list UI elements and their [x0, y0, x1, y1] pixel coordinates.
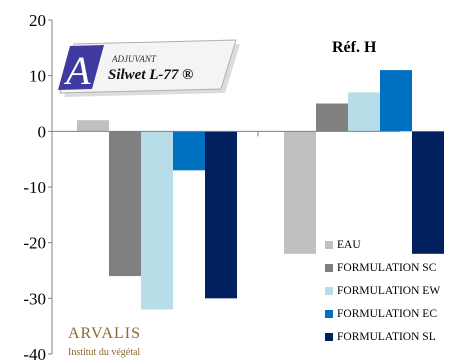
arvalis-logo: ARVALIS Institut du végétal — [68, 325, 141, 358]
legend-swatch — [325, 241, 333, 249]
legend-swatch — [325, 287, 333, 295]
bar-formulation-ec-0 — [173, 131, 205, 171]
bar-formulation-ec-1 — [380, 70, 412, 132]
bar-formulation-ew-1 — [348, 92, 380, 132]
bar-formulation-sc-1 — [316, 103, 348, 132]
bar-eau-0 — [77, 120, 109, 132]
legend-label: FORMULATION EW — [337, 285, 440, 297]
y-tick-label: 0 — [38, 122, 47, 141]
legend-swatch — [325, 310, 333, 318]
legend-swatch — [325, 264, 333, 272]
bar-formulation-sl-1 — [412, 131, 444, 254]
bar-formulation-sc-0 — [109, 131, 141, 277]
bar-formulation-ew-0 — [141, 131, 173, 310]
group-label: Réf. H — [332, 39, 377, 56]
logo-letter: A — [63, 48, 91, 93]
y-tick-label: -30 — [23, 289, 46, 308]
legend: EAU FORMULATION SC FORMULATION EW FORMULATI… — [325, 239, 440, 343]
y-axis-ticks: 20 10 0 -10 -20 -30 -40 — [23, 11, 52, 360]
legend-label: EAU — [337, 239, 361, 251]
legend-swatch — [325, 333, 333, 341]
arvalis-name: ARVALIS — [68, 325, 141, 342]
y-tick-label: 20 — [29, 11, 46, 30]
bars-layer — [77, 70, 444, 310]
logo-product-name: Silwet L-77 ® — [108, 67, 193, 83]
logo-subtitle: ADJUVANT — [111, 54, 157, 64]
legend-label: FORMULATION SC — [337, 262, 437, 274]
y-tick-label: -20 — [23, 234, 46, 253]
y-tick-label: 10 — [29, 67, 46, 86]
bar-formulation-sl-0 — [205, 131, 237, 299]
y-tick-label: -40 — [23, 345, 46, 360]
y-tick-label: -10 — [23, 178, 46, 197]
legend-label: FORMULATION SL — [337, 331, 436, 343]
arvalis-tagline: Institut du végétal — [68, 347, 140, 358]
product-logo: A ADJUVANT Silwet L-77 ® — [58, 39, 240, 97]
bar-eau-1 — [284, 131, 316, 254]
legend-label: FORMULATION EC — [337, 308, 437, 320]
